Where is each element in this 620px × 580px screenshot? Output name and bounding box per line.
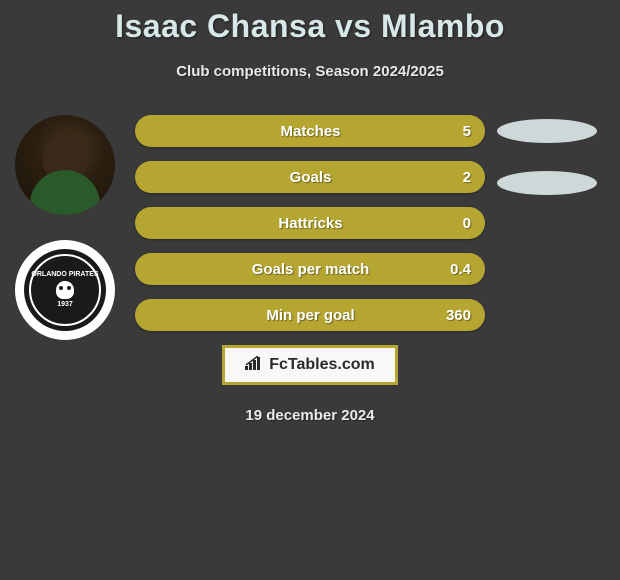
stat-value: 0.4 [436,261,471,278]
right-marks [497,115,602,223]
comparison-title: Isaac Chansa vs Mlambo [0,8,620,45]
stat-value: 5 [436,123,471,140]
club-badge-text: ORLANDO PIRATES [31,271,98,279]
stat-row-mpg: Min per goal 360 [135,299,485,331]
stat-row-gpm: Goals per match 0.4 [135,253,485,285]
comparison-mark [497,119,597,143]
stat-row-hattricks: Hattricks 0 [135,207,485,239]
comparison-mark [497,171,597,195]
stat-label: Hattricks [135,215,436,232]
brand-text: FcTables.com [269,356,375,373]
stat-row-matches: Matches 5 [135,115,485,147]
club-badge-year: 1937 [31,301,98,309]
stat-label: Goals per match [135,261,436,278]
stat-value: 0 [436,215,471,232]
stat-label: Min per goal [135,307,436,324]
report-date: 19 december 2024 [0,407,620,424]
stat-value: 2 [436,169,471,186]
brand-logo[interactable]: FcTables.com [222,345,398,385]
stat-label: Goals [135,169,436,186]
club-badge: ORLANDO PIRATES 1937 [15,240,115,340]
stat-value: 360 [436,307,471,324]
comparison-subtitle: Club competitions, Season 2024/2025 [0,63,620,80]
stats-container: Matches 5 Goals 2 Hattricks 0 Goals per … [135,115,485,331]
stat-label: Matches [135,123,436,140]
skull-icon [56,281,74,299]
chart-icon [245,356,263,370]
stat-row-goals: Goals 2 [135,161,485,193]
player-avatar [15,115,115,215]
